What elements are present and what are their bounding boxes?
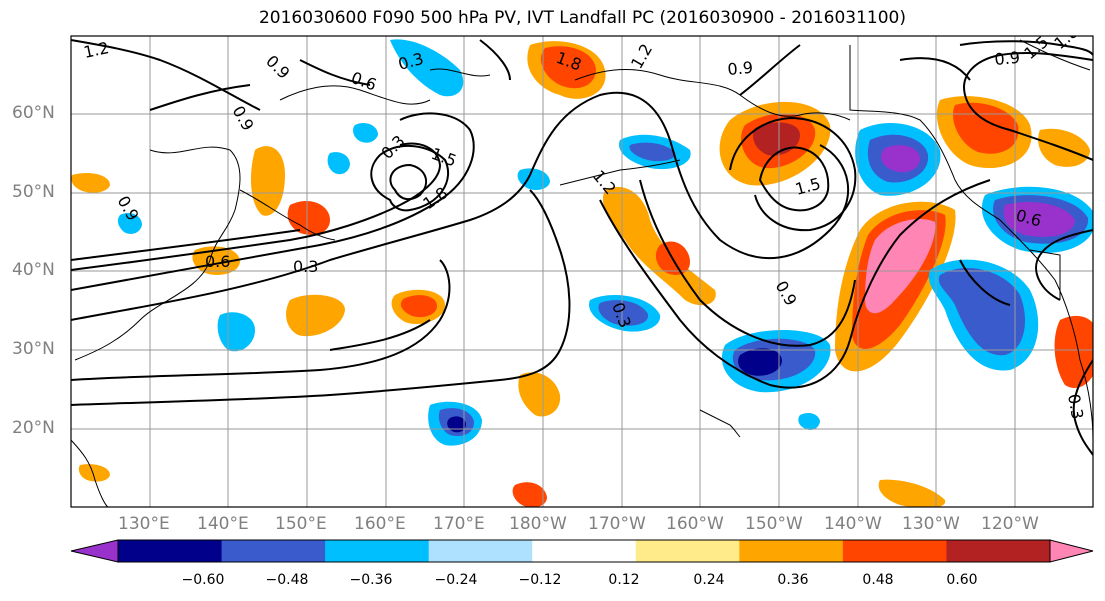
coastlines: [71, 39, 1093, 507]
lat-label: 60°N: [12, 103, 55, 123]
lon-label: 130°E: [118, 514, 170, 534]
colorbar-segment: [221, 540, 326, 562]
map-title: 2016030600 F090 500 hPa PV, IVT Landfall…: [258, 8, 906, 28]
colorbar-tick-label: 0.48: [862, 572, 894, 588]
graticule: [71, 36, 1093, 507]
contour-label: 0.9: [727, 58, 754, 79]
colorbar-segment: [739, 540, 844, 562]
contour-label: 0.3: [1064, 392, 1087, 420]
colorbar-tick-label: −0.60: [181, 572, 225, 588]
colorbar-tick-label: −0.36: [349, 572, 393, 588]
lon-label: 120°W: [981, 514, 1039, 534]
colorbar-extend-high: [1049, 539, 1094, 563]
colorbar-segment: [842, 540, 947, 562]
colorbar-segment: [946, 540, 1051, 562]
contour-label: 0.3: [293, 257, 318, 276]
lon-label: 130°W: [902, 514, 960, 534]
lon-label: 160°E: [354, 514, 406, 534]
lon-label: 170°W: [588, 514, 646, 534]
contour-label: 0.6: [205, 252, 230, 271]
colorbar-tick-label: −0.48: [265, 572, 309, 588]
contour-label: 0.9: [994, 48, 1021, 69]
colorbar-outline: [117, 539, 1051, 563]
lon-label: 140°E: [197, 514, 249, 534]
colorbar: [70, 539, 1094, 563]
colorbar-segment: [532, 540, 637, 562]
lat-label: 40°N: [12, 260, 55, 280]
colorbar-extend-low: [70, 539, 119, 563]
pv-contours: [71, 39, 1093, 456]
colorbar-tick-label: −0.12: [518, 572, 562, 588]
colorbar-segment: [118, 540, 223, 562]
colorbar-tick-label: 0.24: [693, 572, 725, 588]
lat-label: 20°N: [12, 418, 55, 438]
lat-label: 50°N: [12, 182, 55, 202]
lon-label: 140°W: [824, 514, 882, 534]
colorbar-tick-label: 0.12: [608, 572, 640, 588]
lon-label: 150°W: [745, 514, 803, 534]
map-frame: [70, 35, 1094, 508]
lon-label: 150°E: [275, 514, 327, 534]
colorbar-segment: [635, 540, 740, 562]
lat-label: 30°N: [12, 339, 55, 359]
pv-anomaly-shading: [71, 39, 1093, 507]
lon-label: 170°E: [433, 514, 485, 534]
colorbar-segment: [428, 540, 533, 562]
colorbar-tick-label: −0.24: [434, 572, 478, 588]
lon-label: 180°W: [509, 514, 567, 534]
colorbar-segment: [325, 540, 430, 562]
lon-label: 160°W: [666, 514, 724, 534]
colorbar-tick-label: 0.36: [777, 572, 809, 588]
colorbar-tick-label: 0.60: [946, 572, 978, 588]
contour-label: 1.2: [82, 38, 111, 62]
